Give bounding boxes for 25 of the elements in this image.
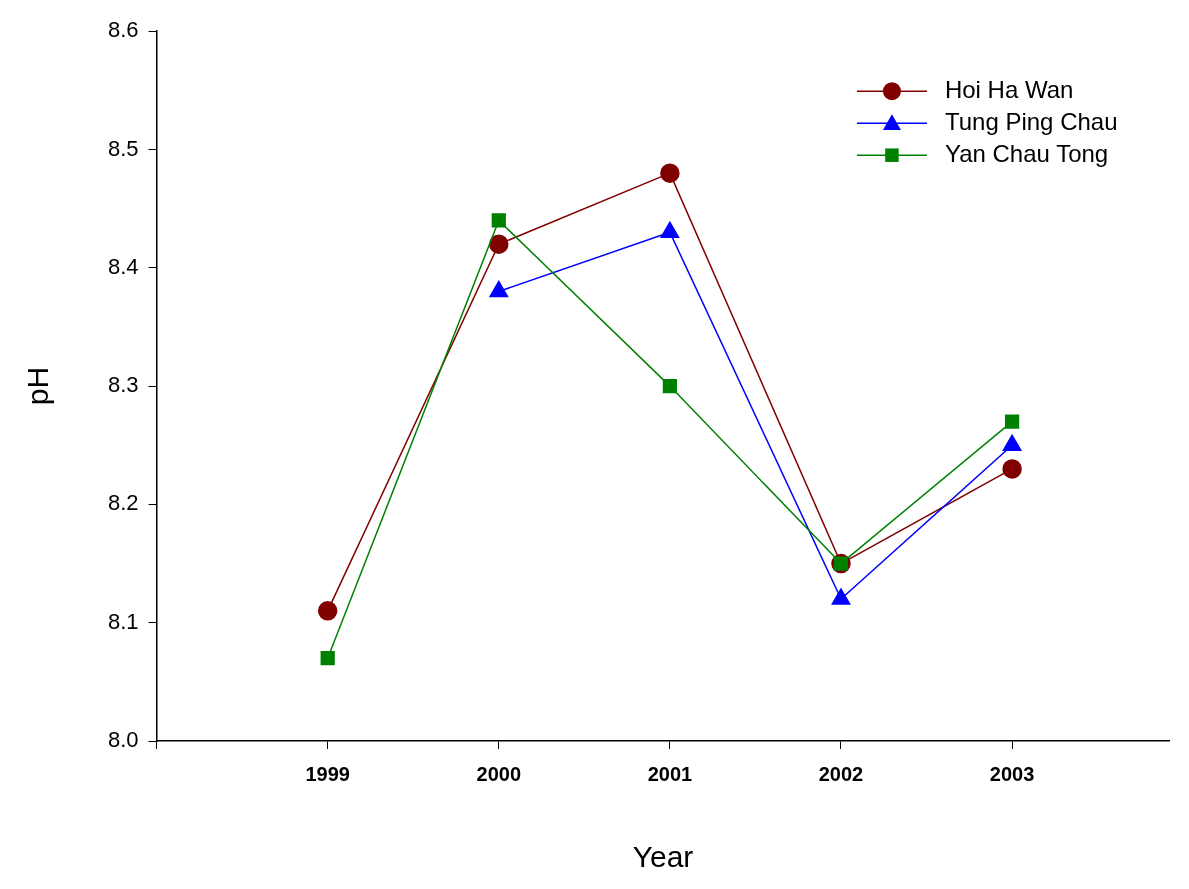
point [1002, 459, 1022, 479]
x-tick-label: 2001 [647, 762, 693, 785]
legend-label: Hoi Ha Wan [944, 75, 1074, 103]
y-tick-label: 8.1 [107, 608, 139, 634]
point [662, 378, 677, 394]
y-tick-label: 8.5 [107, 135, 139, 161]
legend-label: Yan Chau Tong [944, 139, 1109, 167]
y-axis-title: pH [21, 366, 55, 406]
y-tick-label: 8.6 [107, 17, 139, 43]
y-tick-label: 8.3 [107, 372, 139, 398]
x-tick-label: 2000 [476, 762, 522, 785]
legend-label: Tung Ping Chau [944, 107, 1118, 135]
y-tick-label: 8.0 [107, 727, 139, 753]
point [489, 234, 509, 254]
point [320, 651, 335, 666]
x-tick-label: 1999 [305, 762, 350, 785]
x-axis-title: Year [632, 840, 694, 874]
point [317, 601, 338, 621]
point [660, 163, 680, 183]
y-tick-label: 8.4 [107, 253, 139, 279]
x-tick-label: 2002 [818, 762, 864, 785]
y-tick-label: 8.2 [107, 490, 139, 516]
point [491, 213, 506, 228]
x-tick-label: 2003 [989, 762, 1035, 785]
point [1004, 414, 1020, 429]
